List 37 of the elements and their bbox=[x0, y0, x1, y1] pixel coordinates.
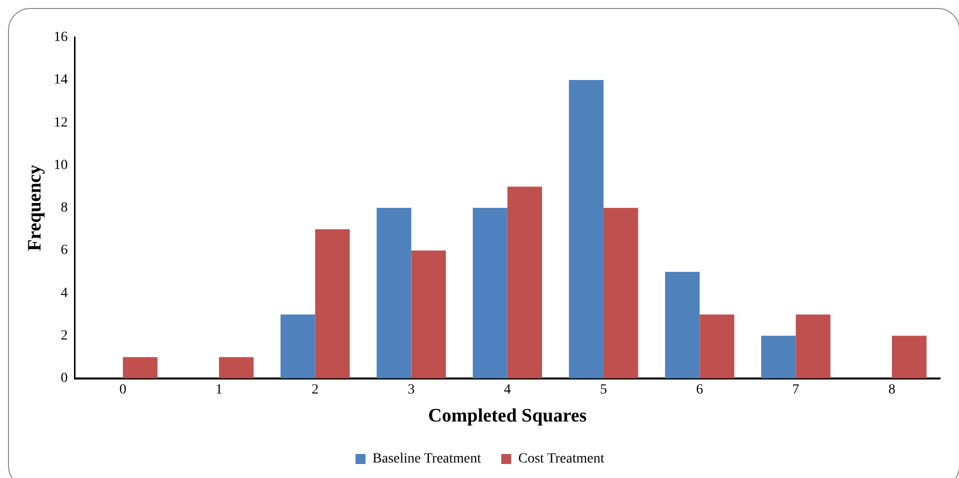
x-tick-label: 1 bbox=[216, 382, 222, 398]
bar bbox=[507, 186, 542, 378]
y-tick-label: 6 bbox=[60, 243, 68, 258]
y-tick-label: 8 bbox=[60, 200, 68, 216]
y-tick-label: 10 bbox=[54, 158, 68, 173]
bar bbox=[315, 229, 350, 378]
y-tick-label: 12 bbox=[54, 115, 68, 130]
bar bbox=[376, 208, 412, 378]
x-tick-label: 8 bbox=[888, 382, 896, 398]
legend-label: Baseline Treatment bbox=[372, 452, 482, 467]
y-tick-label: 14 bbox=[54, 72, 68, 88]
x-tick-label: 6 bbox=[696, 382, 704, 398]
bar bbox=[665, 272, 700, 378]
y-tick-label: 2 bbox=[60, 328, 68, 344]
y-tick-label: 16 bbox=[54, 30, 68, 46]
bar bbox=[568, 80, 604, 378]
y-tick-label: 4 bbox=[60, 286, 68, 301]
y-axis-title: Frequency bbox=[24, 164, 46, 251]
x-axis-title: Completed Squares bbox=[428, 406, 587, 427]
x-tick-label: 7 bbox=[792, 382, 800, 398]
bar bbox=[700, 314, 734, 378]
bar bbox=[280, 314, 316, 378]
x-tick-label: 0 bbox=[119, 382, 126, 398]
bar bbox=[796, 314, 830, 378]
x-tick-label: 2 bbox=[312, 382, 319, 398]
bar bbox=[219, 357, 254, 378]
bar bbox=[761, 336, 796, 378]
bar bbox=[122, 357, 158, 378]
bar bbox=[411, 250, 446, 378]
y-tick-label: 0 bbox=[60, 371, 68, 386]
x-tick-label: 4 bbox=[504, 382, 511, 398]
bar bbox=[892, 336, 927, 378]
x-tick-label: 5 bbox=[600, 382, 608, 398]
bar bbox=[472, 208, 508, 378]
bar bbox=[604, 208, 638, 378]
legend-label: Cost Treatment bbox=[518, 452, 604, 467]
x-tick-label: 3 bbox=[408, 382, 415, 398]
